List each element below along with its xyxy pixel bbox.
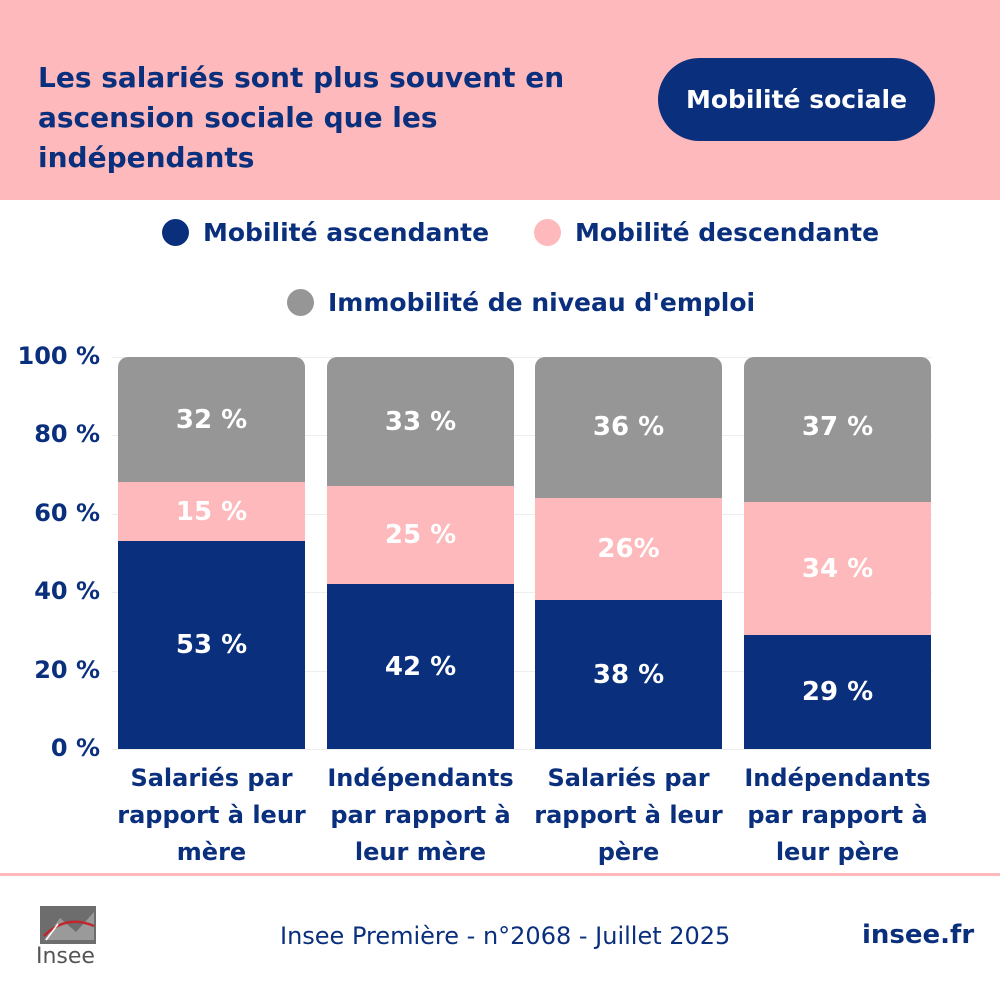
insee-logo-text: Insee: [36, 944, 95, 969]
bar-segment-2: [118, 482, 305, 542]
bar-segment-2: [744, 502, 931, 636]
category-label-line: père: [597, 838, 660, 866]
legend-item-ascendante: Mobilité ascendante: [162, 218, 489, 247]
category-label-line: par rapport à: [747, 801, 928, 829]
category-label-line: par rapport à: [330, 801, 511, 829]
bar-segment-3: [118, 357, 305, 483]
gridline: [112, 749, 932, 750]
bar-1: [118, 357, 305, 749]
y-tick-label: 20 %: [34, 655, 100, 684]
legend-item-immobilite: Immobilité de niveau d'emploi: [287, 288, 755, 317]
topic-badge: Mobilité sociale: [658, 58, 935, 141]
insee-logo-icon: [40, 906, 96, 944]
bar-segment-2: [535, 498, 722, 601]
category-label: Salariés par rapport à leur mère: [112, 760, 312, 871]
category-label: Indépendants par rapport à leur père: [738, 760, 938, 871]
site-link[interactable]: insee.fr: [862, 920, 975, 950]
data-label: 38 %: [592, 659, 665, 690]
legend-label-immobilite: Immobilité de niveau d'emploi: [328, 288, 756, 317]
y-tick-label: 0 %: [50, 734, 100, 762]
legend-dot-icon: [162, 219, 189, 246]
category-label-line: rapport à leur: [534, 801, 723, 829]
category-label-line: leur mère: [354, 838, 487, 866]
data-label: 42 %: [384, 651, 457, 682]
legend-item-descendante: Mobilité descendante: [534, 218, 879, 247]
legend-label-descendante: Mobilité descendante: [575, 218, 880, 247]
legend-dot-icon: [534, 219, 561, 246]
page-title: Les salariés sont plus souvent en ascens…: [38, 58, 658, 178]
gridline: [112, 670, 932, 672]
title-line-2: ascension sociale que les indépendants: [38, 101, 438, 174]
gridline: [112, 357, 932, 358]
data-label: 29 %: [801, 677, 874, 708]
bar-segment-3: [744, 357, 931, 503]
y-tick-label: 40 %: [34, 577, 100, 606]
bar-segment-2: [327, 486, 514, 585]
data-label: 25 %: [384, 520, 457, 551]
category-label-line: Indépendants: [744, 764, 931, 792]
bar-2: [327, 357, 514, 749]
data-label: 33 %: [384, 406, 457, 437]
bar-3: [535, 357, 722, 749]
data-label: 34 %: [801, 553, 874, 584]
title-line-1: Les salariés sont plus souvent en: [38, 61, 565, 94]
bar-segment-3: [535, 357, 722, 499]
y-tick-label: 60 %: [34, 498, 100, 527]
category-label-line: Salariés par: [547, 764, 710, 792]
legend-dot-icon: [287, 289, 314, 316]
legend-label-ascendante: Mobilité ascendante: [203, 218, 490, 247]
y-tick-label: 100 %: [17, 342, 101, 370]
bar-segment-1: [744, 635, 931, 749]
gridline: [112, 592, 932, 594]
bar-segment-1: [118, 541, 305, 749]
category-label-line: leur père: [775, 838, 900, 866]
bar-segment-1: [327, 584, 514, 749]
category-label: Salariés par rapport à leur père: [529, 760, 729, 871]
source-citation: Insee Première - n°2068 - Juillet 2025: [280, 922, 731, 950]
category-label-line: Indépendants: [327, 764, 514, 792]
bar-segment-1: [535, 600, 722, 749]
gridline: [112, 435, 932, 437]
data-label: 37 %: [801, 412, 874, 442]
y-tick-label: 80 %: [34, 420, 100, 449]
bar-4: [744, 357, 931, 749]
data-label: 32 %: [175, 404, 248, 435]
data-label: 26%: [597, 534, 660, 565]
category-label-line: mère: [176, 838, 247, 866]
data-label: 36 %: [592, 412, 665, 442]
gridline: [112, 513, 932, 515]
header-banner: Les salariés sont plus souvent en ascens…: [0, 0, 1000, 200]
data-label: 15 %: [175, 496, 248, 527]
bar-segment-3: [327, 357, 514, 487]
category-label: Indépendants par rapport à leur mère: [321, 760, 521, 871]
data-label: 53 %: [175, 630, 248, 661]
category-label-line: Salariés par: [130, 764, 293, 792]
footer-divider: [0, 873, 1000, 876]
category-label-line: rapport à leur: [117, 801, 306, 829]
